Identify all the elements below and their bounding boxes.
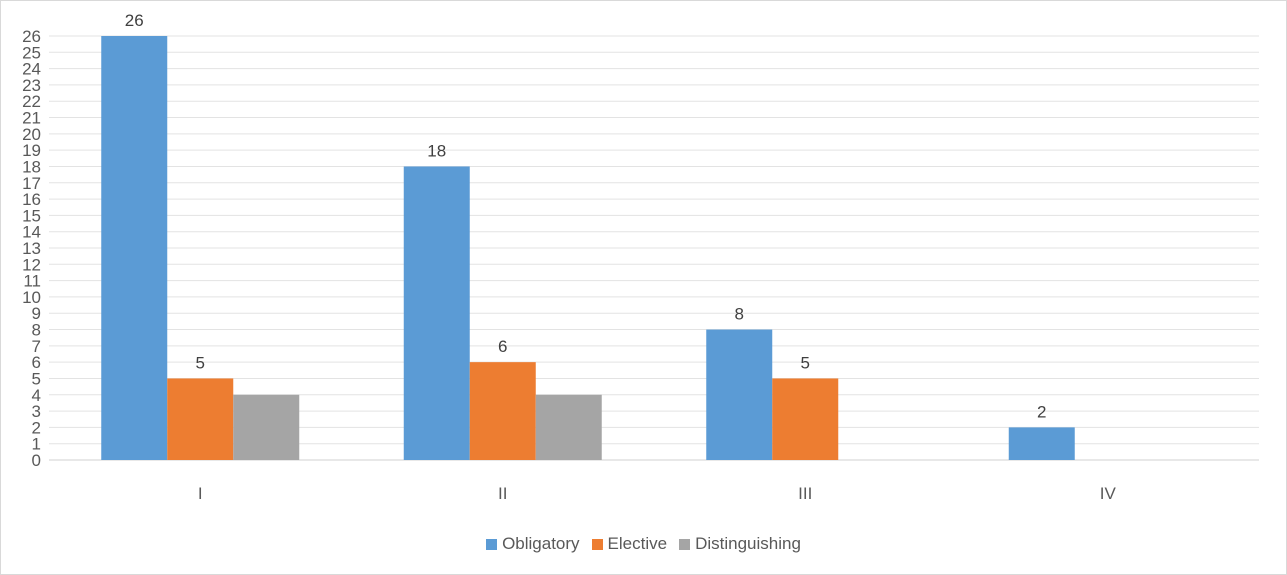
legend-swatch — [591, 538, 603, 550]
y-tick-label: 12 — [22, 255, 41, 274]
legend-swatch — [486, 538, 498, 550]
legend-item-obligatory: Obligatory — [486, 534, 580, 554]
y-tick-label: 11 — [23, 272, 41, 291]
y-tick-label: 17 — [22, 174, 41, 193]
y-tick-label: 19 — [22, 141, 41, 160]
y-tick-label: 5 — [32, 369, 41, 388]
y-tick-label: 16 — [22, 190, 41, 209]
y-tick-label: 10 — [22, 288, 41, 307]
legend-label: Distinguishing — [695, 534, 801, 553]
y-tick-label: 14 — [22, 223, 41, 242]
x-tick-label: IV — [1100, 484, 1117, 503]
data-label: 18 — [427, 141, 446, 160]
data-label: 26 — [125, 11, 144, 30]
legend-item-distinguishing: Distinguishing — [679, 534, 801, 554]
bar-obligatory-ii — [403, 166, 470, 460]
data-label: 2 — [1037, 402, 1046, 421]
y-tick-label: 23 — [22, 76, 41, 95]
y-tick-label: 9 — [32, 304, 41, 323]
bar-distinguishing-i — [233, 394, 300, 460]
y-tick-label: 21 — [22, 109, 41, 128]
y-tick-label: 7 — [32, 337, 41, 356]
y-tick-label: 8 — [32, 321, 41, 340]
y-tick-label: 15 — [22, 206, 41, 225]
x-tick-label: I — [198, 484, 203, 503]
y-tick-label: 18 — [22, 157, 41, 176]
bar-obligatory-iii — [706, 329, 773, 460]
y-tick-label: 20 — [22, 125, 41, 144]
legend-label: Obligatory — [502, 534, 580, 553]
legend-swatch — [679, 538, 691, 550]
legend-item-elective: Elective — [591, 534, 668, 554]
bar-elective-iii — [772, 378, 839, 460]
data-label: 5 — [196, 353, 205, 372]
bar-distinguishing-ii — [535, 394, 602, 460]
bar-obligatory-i — [101, 36, 168, 460]
bar-elective-i — [167, 378, 234, 460]
y-tick-label: 24 — [22, 60, 41, 79]
legend: Obligatory Elective Distinguishing — [0, 534, 1287, 555]
data-label: 8 — [735, 305, 744, 324]
y-tick-label: 26 — [22, 27, 41, 46]
y-tick-label: 1 — [32, 435, 41, 454]
data-label: 6 — [498, 337, 507, 356]
y-tick-label: 3 — [32, 402, 41, 421]
x-tick-label: II — [498, 484, 507, 503]
y-tick-label: 13 — [22, 239, 41, 258]
bar-obligatory-iv — [1008, 427, 1075, 460]
y-tick-label: 25 — [22, 43, 41, 62]
y-tick-label: 4 — [32, 386, 41, 405]
bar-elective-ii — [469, 362, 536, 460]
y-tick-label: 2 — [32, 418, 41, 437]
data-label: 5 — [801, 353, 810, 372]
legend-label: Elective — [607, 534, 668, 553]
x-tick-label: III — [798, 484, 812, 503]
y-tick-label: 0 — [32, 451, 41, 470]
y-tick-label: 22 — [22, 92, 41, 111]
y-tick-label: 6 — [32, 353, 41, 372]
